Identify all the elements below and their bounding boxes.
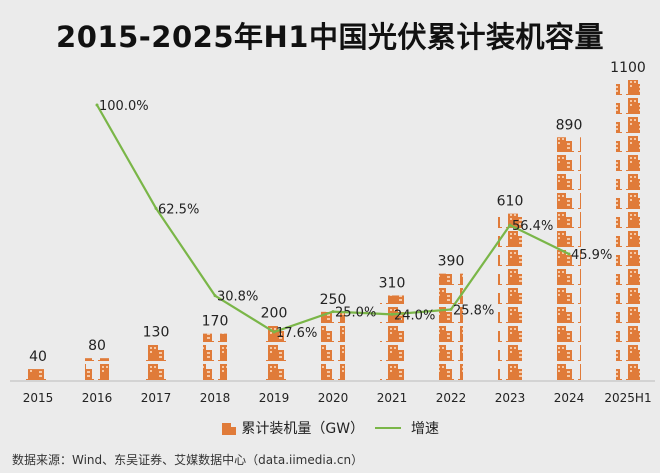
bar-2024 xyxy=(557,137,581,380)
bar-value-label-2022: 390 xyxy=(438,254,465,270)
bar-value-label-2018: 170 xyxy=(202,314,229,330)
growth-point-2017 xyxy=(154,206,158,210)
growth-label-2017: 62.5% xyxy=(158,202,199,217)
legend-bar-label: 累计装机量（GW） xyxy=(241,421,365,437)
growth-label-2018: 30.8% xyxy=(217,290,258,305)
growth-point-2021 xyxy=(390,312,394,316)
bar-value-label-2016: 80 xyxy=(88,338,106,354)
growth-point-2022 xyxy=(449,307,453,311)
bar-value-label-2017: 130 xyxy=(143,325,170,341)
growth-label-2024: 45.9% xyxy=(571,248,612,263)
legend: 累计装机量（GW） 增速 xyxy=(0,418,660,438)
x-tick-label-2025H1: 2025H1 xyxy=(604,391,651,405)
bar-2023 xyxy=(498,213,522,380)
growth-point-2020 xyxy=(331,310,335,314)
bar-value-label-2023: 610 xyxy=(497,194,524,210)
x-tick-label-2020: 2020 xyxy=(318,391,349,405)
bar-2018 xyxy=(203,333,227,380)
growth-point-2019 xyxy=(272,330,276,334)
growth-point-2024 xyxy=(567,252,571,256)
growth-point-2018 xyxy=(213,294,217,298)
x-tick-label-2022: 2022 xyxy=(436,391,467,405)
x-tick-label-2018: 2018 xyxy=(200,391,231,405)
legend-building-icon xyxy=(221,420,237,436)
growth-label-2023: 56.4% xyxy=(512,219,553,234)
growth-point-2023 xyxy=(508,223,512,227)
bar-value-label-2015: 40 xyxy=(29,349,47,365)
bar-2020 xyxy=(321,311,345,380)
x-tick-label-2021: 2021 xyxy=(377,391,408,405)
bar-value-label-2021: 310 xyxy=(379,275,406,291)
x-tick-label-2019: 2019 xyxy=(259,391,290,405)
growth-label-2019: 17.6% xyxy=(276,326,317,341)
x-tick-label-2024: 2024 xyxy=(554,391,585,405)
bar-2022 xyxy=(439,273,463,380)
x-tick-label-2023: 2023 xyxy=(495,391,526,405)
source-note: 数据来源：Wind、东吴证券、艾媒数据中心（data.iimedia.cn） xyxy=(12,453,364,467)
growth-point-2016 xyxy=(95,103,99,107)
bar-value-label-2019: 200 xyxy=(261,305,288,321)
x-tick-label-2017: 2017 xyxy=(141,391,172,405)
growth-label-2021: 24.0% xyxy=(394,308,435,323)
bar-2016 xyxy=(85,358,109,380)
bar-2025H1 xyxy=(616,80,640,380)
legend-line-label: 增速 xyxy=(411,421,440,437)
bar-value-label-2020: 250 xyxy=(320,292,347,308)
bar-2015 xyxy=(26,369,50,380)
bar-2019 xyxy=(262,325,286,380)
x-tick-label-2015: 2015 xyxy=(23,391,54,405)
chart-title: 2015-2025年H1中国光伏累计装机容量 xyxy=(56,20,604,54)
growth-label-2022: 25.8% xyxy=(453,303,494,318)
bar-2021 xyxy=(380,295,404,380)
bar-value-label-2025H1: 1100 xyxy=(610,60,646,76)
bar-value-label-2024: 890 xyxy=(556,117,583,133)
x-tick-label-2016: 2016 xyxy=(82,391,113,405)
bar-2017 xyxy=(144,344,168,380)
legend-line-swatch xyxy=(374,427,401,429)
growth-label-2016: 100.0% xyxy=(99,99,149,114)
growth-label-2020: 25.0% xyxy=(335,306,376,321)
